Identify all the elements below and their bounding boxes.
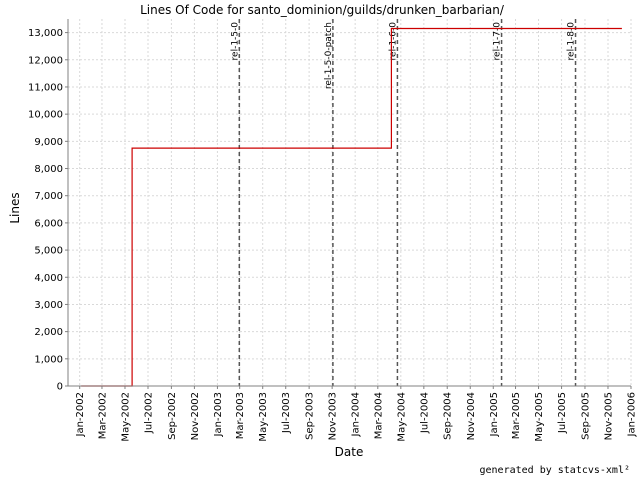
x-tick-label: Jan-2003 (213, 392, 224, 437)
x-tick-label: Jul-2004 (419, 392, 430, 434)
plot-area (68, 19, 631, 386)
x-tick-label: Mar-2002 (97, 392, 108, 439)
y-tick-label: 9,000 (34, 137, 63, 148)
release-marker-label: rel-1-5-0 (230, 22, 240, 61)
x-tick-label: Sep-2003 (305, 392, 316, 440)
y-tick-label: 7,000 (34, 191, 63, 202)
x-tick-label: Nov-2004 (466, 392, 477, 440)
y-tick-label: 3,000 (34, 300, 63, 311)
x-tick-label: Jul-2003 (281, 392, 292, 434)
y-tick-label: 10,000 (28, 110, 63, 121)
y-tick-label: 4,000 (34, 273, 63, 284)
x-tick-label: Mar-2003 (235, 392, 246, 439)
y-tick-label: 13,000 (28, 28, 63, 39)
x-tick-label: Jan-2005 (489, 392, 500, 437)
x-axis-label: Date (335, 445, 364, 459)
x-tick-label: May-2004 (396, 392, 407, 442)
y-tick-label: 5,000 (34, 246, 63, 257)
y-tick-label: 2,000 (34, 327, 63, 338)
y-tick-label: 6,000 (34, 218, 63, 229)
x-tick-label: Mar-2005 (511, 392, 522, 439)
x-tick-label: May-2003 (258, 392, 269, 442)
y-tick-label: 11,000 (28, 82, 63, 93)
x-tick-label: Sep-2002 (167, 392, 178, 440)
x-tick-label: Nov-2002 (190, 392, 201, 440)
y-axis-label: Lines (8, 192, 22, 223)
x-tick-label: Jan-2004 (351, 392, 362, 437)
x-axis-ticks: Jan-2002 Mar-2002 May-2002 Jul-2002 Sep-2002… (75, 386, 638, 442)
release-markers: rel-1-5-0 rel-1-5-0-patch rel-1-6-0 rel-1-7… (230, 19, 577, 386)
x-tick-label: Jul-2005 (557, 392, 568, 434)
y-tick-label: 1,000 (34, 354, 63, 365)
release-marker-label: rel-1-6-0 (388, 22, 398, 61)
y-axis-ticks: 0 1,000 2,000 3,000 4,000 5,000 6,000 7,000 8,00… (28, 28, 68, 393)
x-tick-label: May-2005 (534, 392, 545, 442)
y-tick-label: 0 (57, 382, 63, 393)
x-tick-label: May-2002 (120, 392, 131, 442)
x-tick-label: Sep-2004 (443, 392, 454, 440)
release-marker-label: rel-1-5-0-patch (324, 22, 334, 89)
release-marker-label: rel-1-7-0 (493, 22, 503, 61)
grid (68, 19, 632, 387)
release-marker-label: rel-1-8-0 (567, 22, 577, 61)
x-tick-label: Jan-2006 (627, 392, 638, 437)
x-tick-label: Mar-2004 (373, 392, 384, 439)
axes (67, 19, 631, 387)
x-tick-label: Nov-2003 (328, 392, 339, 440)
x-tick-label: Jan-2002 (75, 392, 86, 437)
y-tick-label: 8,000 (34, 164, 63, 175)
x-tick-label: Jul-2002 (143, 392, 154, 434)
generator-footer: generated by statcvs-xml² (479, 465, 630, 476)
chart-title: Lines Of Code for santo_dominion/guilds/… (140, 3, 505, 17)
x-tick-label: Nov-2005 (603, 392, 614, 440)
x-tick-label: Sep-2005 (580, 392, 591, 440)
y-tick-label: 12,000 (28, 55, 63, 66)
